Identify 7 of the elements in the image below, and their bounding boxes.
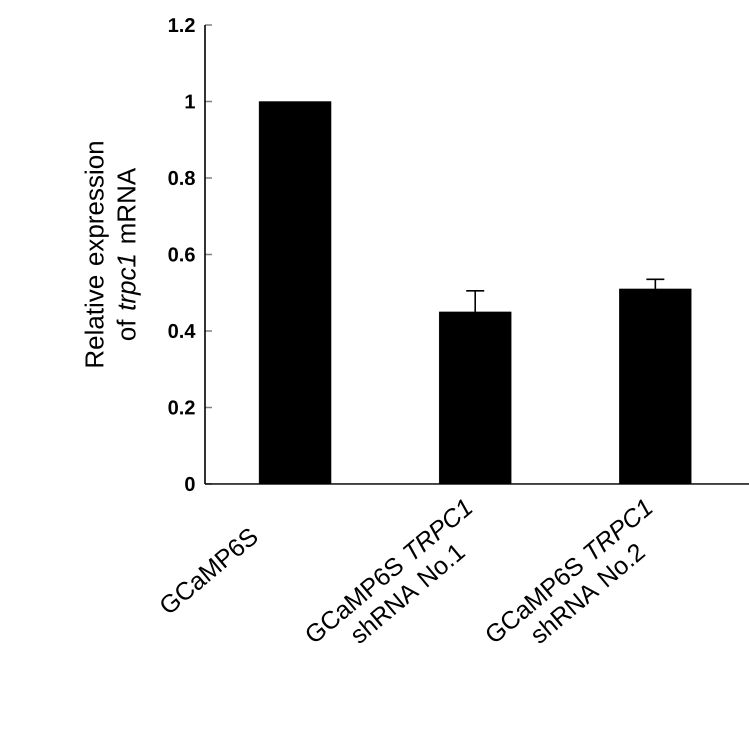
y-tick-label: 0.2: [168, 400, 195, 415]
y-tick-label: 1.2: [168, 18, 195, 32]
y-tick-label: 0.8: [168, 170, 195, 186]
y-tick-label: 0: [185, 476, 195, 492]
y-tick-label: 0.4: [168, 324, 196, 338]
y-tick-label: 1: [186, 94, 195, 108]
y-tick-label: 0.6: [168, 247, 195, 262]
